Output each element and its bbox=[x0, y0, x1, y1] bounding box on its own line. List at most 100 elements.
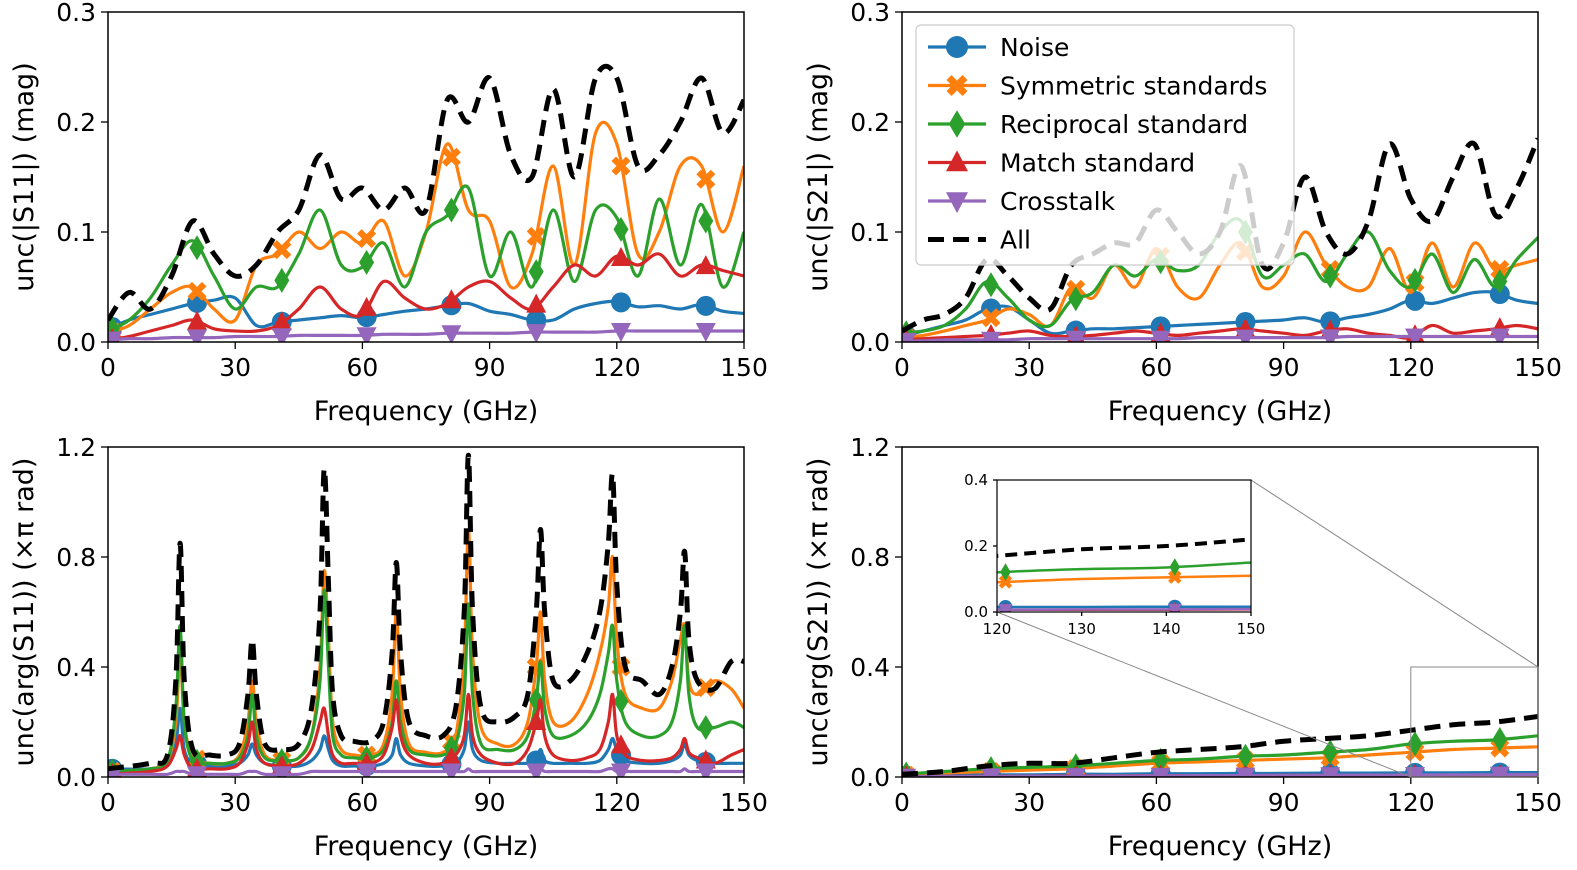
legend-label: Crosstalk bbox=[1000, 187, 1116, 216]
legend-marker-crosstalk bbox=[946, 192, 968, 214]
zoom-connector bbox=[1250, 479, 1539, 668]
marker-match bbox=[441, 289, 462, 309]
marker-crosstalk bbox=[271, 766, 292, 777]
x-tick-label: 130 bbox=[1067, 620, 1096, 638]
x-tick-label: 60 bbox=[1140, 353, 1172, 382]
y-axis-label: unc(arg(S21)) (×π rad) bbox=[803, 458, 834, 767]
inset-axes: 120 130 140 150 0.0 0.2 0.4 bbox=[964, 471, 1266, 638]
marker-reciprocal bbox=[274, 267, 290, 293]
x-tick-label: 0 bbox=[894, 353, 910, 382]
x-tick-label: 120 bbox=[983, 620, 1012, 638]
legend-label: Reciprocal standard bbox=[1000, 110, 1248, 139]
series-line-symmetric bbox=[902, 745, 1538, 777]
marker-noise bbox=[695, 295, 716, 316]
y-tick-label: 1.2 bbox=[56, 433, 96, 462]
marker-crosstalk bbox=[1405, 767, 1425, 777]
marker-reciprocal bbox=[1322, 263, 1338, 289]
marker-reciprocal bbox=[1322, 739, 1338, 765]
y-tick-label: 0.8 bbox=[850, 543, 890, 572]
marker-crosstalk bbox=[902, 332, 917, 342]
y-tick-label: 1.2 bbox=[850, 433, 890, 462]
y-axis-label: unc(|S21|) (mag) bbox=[803, 62, 834, 291]
marker-crosstalk bbox=[611, 763, 631, 777]
y-tick-label: 0.0 bbox=[56, 328, 96, 357]
x-tick-label: 150 bbox=[720, 788, 768, 817]
marker-crosstalk bbox=[356, 327, 377, 342]
x-tick-label: 150 bbox=[1514, 353, 1562, 382]
y-tick-label: 0.0 bbox=[964, 603, 988, 621]
x-tick-label: 150 bbox=[1237, 620, 1266, 638]
y-tick-label: 0.4 bbox=[964, 471, 988, 489]
y-tick-label: 0.3 bbox=[56, 0, 96, 27]
marker-reciprocal bbox=[983, 272, 999, 298]
series-line-reciprocal bbox=[108, 588, 744, 774]
series-group bbox=[902, 137, 1538, 342]
marker-match bbox=[271, 311, 292, 331]
marker-match bbox=[441, 746, 462, 766]
legend-label: Symmetric standards bbox=[1000, 72, 1267, 101]
legend-marker-noise bbox=[946, 36, 968, 58]
marker-reciprocal bbox=[1407, 267, 1423, 293]
series-line-match bbox=[902, 323, 1538, 342]
x-tick-label: 150 bbox=[1514, 788, 1562, 817]
marker-crosstalk bbox=[1320, 329, 1341, 342]
x-tick-label: 90 bbox=[474, 353, 506, 382]
x-tick-label: 150 bbox=[720, 353, 768, 382]
marker-reciprocal bbox=[528, 259, 544, 285]
marker-reciprocal bbox=[1492, 269, 1508, 294]
marker-reciprocal bbox=[189, 235, 205, 261]
marker-reciprocal bbox=[1492, 727, 1508, 752]
marker-crosstalk bbox=[1235, 767, 1256, 777]
marker-reciprocal bbox=[613, 216, 629, 242]
y-axis-label: unc(|S11|) (mag) bbox=[9, 62, 40, 291]
y-tick-label: 0.0 bbox=[56, 763, 96, 792]
y-tick-label: 0.1 bbox=[850, 218, 890, 247]
x-tick-label: 0 bbox=[100, 353, 116, 382]
x-tick-label: 90 bbox=[1268, 353, 1300, 382]
marker-reciprocal bbox=[613, 688, 629, 714]
marker-noise bbox=[611, 292, 632, 313]
marker-crosstalk bbox=[441, 325, 462, 342]
marker-reciprocal bbox=[443, 197, 459, 223]
y-tick-label: 0.0 bbox=[850, 328, 890, 357]
marker-crosstalk bbox=[695, 323, 716, 342]
legend-marker-match bbox=[946, 150, 968, 172]
marker-crosstalk bbox=[108, 331, 123, 342]
panel-s21-phase: 0 30 60 90 120 150 0.0 0.4 0.8 1.2 Frequency (GHz)… bbox=[803, 433, 1562, 862]
legend-item-symmetric: Symmetric standards bbox=[928, 72, 1267, 101]
series-line-all bbox=[902, 714, 1538, 777]
marker-reciprocal bbox=[1068, 286, 1084, 312]
marker-reciprocal bbox=[1000, 563, 1011, 581]
zoom-region bbox=[1410, 666, 1539, 778]
x-tick-label: 60 bbox=[1140, 788, 1172, 817]
series-line-all bbox=[108, 452, 744, 772]
legend-item-all: All bbox=[928, 226, 1031, 255]
marker-match bbox=[695, 255, 716, 275]
marker-crosstalk bbox=[1065, 768, 1086, 777]
x-tick-label: 0 bbox=[894, 788, 910, 817]
legend-label: All bbox=[1000, 226, 1031, 255]
marker-crosstalk bbox=[695, 763, 716, 777]
series-line-reciprocal bbox=[997, 561, 1251, 574]
series-line-all bbox=[108, 63, 744, 322]
x-tick-label: 30 bbox=[219, 788, 251, 817]
legend: Noise Symmetric standards Reciprocal stand… bbox=[915, 24, 1295, 266]
marker-symmetric bbox=[441, 147, 461, 167]
series-line-noise bbox=[997, 605, 1251, 609]
series-line-match bbox=[108, 692, 744, 776]
x-tick-label: 60 bbox=[346, 788, 378, 817]
x-axis-label: Frequency (GHz) bbox=[1108, 831, 1333, 862]
legend-item-noise: Noise bbox=[928, 33, 1069, 62]
x-tick-label: 120 bbox=[1387, 788, 1435, 817]
legend-item-crosstalk: Crosstalk bbox=[928, 187, 1116, 216]
series-group bbox=[997, 537, 1251, 612]
marker-noise bbox=[1489, 284, 1510, 305]
series-group bbox=[108, 452, 744, 777]
marker-crosstalk bbox=[1320, 767, 1341, 777]
marker-match bbox=[526, 711, 547, 730]
marker-crosstalk bbox=[1489, 766, 1510, 777]
y-tick-label: 0.2 bbox=[850, 108, 890, 137]
x-tick-label: 140 bbox=[1152, 620, 1181, 638]
x-tick-label: 120 bbox=[593, 788, 641, 817]
marker-symmetric bbox=[611, 156, 631, 176]
